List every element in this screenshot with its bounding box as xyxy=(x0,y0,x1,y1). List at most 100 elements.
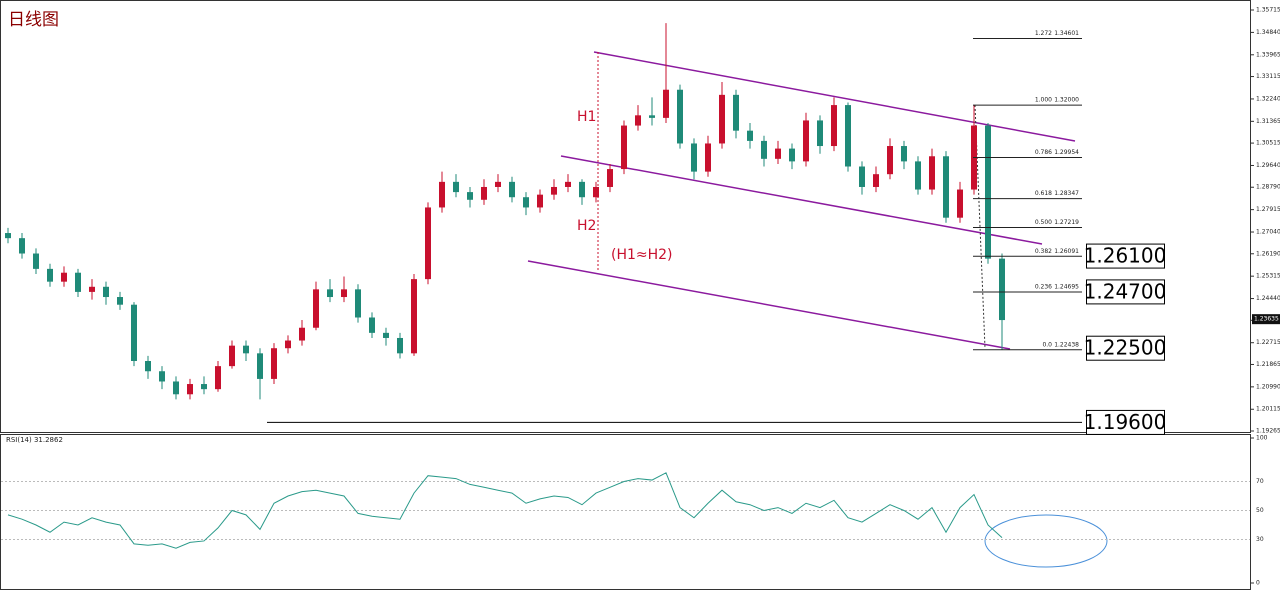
candle-body xyxy=(215,366,221,390)
candle-body xyxy=(705,143,711,172)
candle-body xyxy=(481,186,487,200)
candle-body xyxy=(173,381,179,395)
candle-body xyxy=(467,192,473,200)
price-panel xyxy=(0,0,1251,433)
candle-body xyxy=(61,272,67,282)
fib-price: 1.29954 xyxy=(1054,149,1079,156)
y-tick-label: 1.28790 xyxy=(1256,184,1280,191)
y-tick-label: 1.35715 xyxy=(1256,7,1280,14)
fib-ratio: 1.272 xyxy=(1035,30,1052,37)
fib-ratio: 1.000 xyxy=(1035,97,1052,104)
level-box xyxy=(1086,409,1165,435)
candle-body xyxy=(579,181,585,198)
y-tick-label: 30 xyxy=(1256,536,1264,543)
candle-body xyxy=(929,156,935,190)
annotation: (H1≈H2) xyxy=(611,247,673,263)
candle-body xyxy=(943,156,949,218)
rsi-panel xyxy=(0,434,1251,590)
fib-ratio: 0.618 xyxy=(1035,190,1052,197)
candle-body xyxy=(761,140,767,159)
y-tick-label: 1.24440 xyxy=(1256,295,1280,302)
candle-body xyxy=(355,289,361,318)
fib-ratio: 0.236 xyxy=(1035,284,1052,291)
y-tick-label: 1.19265 xyxy=(1256,428,1280,435)
level-box xyxy=(1086,243,1165,269)
candle-body xyxy=(509,181,515,198)
fib-ratio: 0.786 xyxy=(1035,149,1052,156)
candle-body xyxy=(453,181,459,193)
fib-price: 1.22438 xyxy=(1054,341,1079,348)
candle-body xyxy=(649,115,655,118)
candle-body xyxy=(565,181,571,187)
candle-body xyxy=(201,384,207,390)
candle-body xyxy=(985,125,991,259)
y-tick-label: 1.27040 xyxy=(1256,229,1280,236)
candle-body xyxy=(341,289,347,298)
candle-body xyxy=(89,286,95,292)
candle-body xyxy=(999,258,1005,321)
y-tick-label: 70 xyxy=(1256,478,1264,485)
candle-body xyxy=(47,268,53,282)
level-box xyxy=(1086,335,1165,361)
y-tick-label: 50 xyxy=(1256,507,1264,514)
y-tick-label: 1.32240 xyxy=(1256,95,1280,102)
fib-price: 1.27219 xyxy=(1054,219,1079,226)
candle-body xyxy=(859,166,865,187)
y-tick-label: 1.22715 xyxy=(1256,339,1280,346)
candle-body xyxy=(803,120,809,162)
candle-body xyxy=(271,348,277,379)
candle-body xyxy=(187,384,193,395)
candle-body xyxy=(75,272,81,292)
candle-body xyxy=(159,371,165,382)
candle-body xyxy=(957,189,963,218)
fib-ratio: 0.382 xyxy=(1035,248,1052,255)
y-tick-label: 1.26190 xyxy=(1256,250,1280,257)
fib-price: 1.26091 xyxy=(1054,248,1079,255)
y-tick-label: 1.33965 xyxy=(1256,51,1280,58)
candle-body xyxy=(887,146,893,175)
candle-body xyxy=(131,304,137,362)
candle-body xyxy=(117,297,123,305)
candle-body xyxy=(33,253,39,269)
y-tick-label: 0 xyxy=(1256,580,1260,587)
level-label: 1.19600 xyxy=(1084,410,1167,434)
rsi-line xyxy=(7,472,1003,549)
candle-body xyxy=(439,181,445,208)
candle-body xyxy=(495,181,501,187)
level-box xyxy=(1086,279,1165,305)
chart-title: 日线图 xyxy=(8,10,59,30)
candle-body xyxy=(621,125,627,170)
candle-body xyxy=(831,105,837,147)
candle-body xyxy=(593,186,599,198)
channel-middle xyxy=(560,155,1043,245)
candle-body xyxy=(285,340,291,349)
level-label: 1.26100 xyxy=(1084,244,1167,268)
candle-body xyxy=(607,169,613,187)
candle-body xyxy=(635,115,641,126)
candle-body xyxy=(845,105,851,167)
y-tick-label: 1.33115 xyxy=(1256,73,1280,80)
fib-price: 1.24695 xyxy=(1054,284,1079,291)
candle-body xyxy=(789,148,795,162)
candle-body xyxy=(299,327,305,341)
candle-body xyxy=(523,197,529,208)
y-tick-label: 1.30515 xyxy=(1256,140,1280,147)
fib-ratio: 0.500 xyxy=(1035,219,1052,226)
candle-body xyxy=(369,317,375,333)
candle-body xyxy=(103,286,109,298)
candle-body xyxy=(719,94,725,144)
rsi-highlight xyxy=(984,514,1108,568)
candle-body xyxy=(551,186,557,195)
candle-body xyxy=(313,289,319,328)
channel-upper xyxy=(593,51,1076,142)
y-tick-label: 1.25315 xyxy=(1256,273,1280,280)
price-tag xyxy=(1252,314,1280,325)
y-tick-label: 1.27915 xyxy=(1256,206,1280,213)
candle-body xyxy=(425,207,431,280)
y-tick-label: 1.21865 xyxy=(1256,361,1280,368)
candle-body xyxy=(243,345,249,354)
rsi-label: RSI(14) 31.2862 xyxy=(6,436,63,444)
channel-lower xyxy=(527,260,1011,350)
candle-body xyxy=(663,89,669,118)
